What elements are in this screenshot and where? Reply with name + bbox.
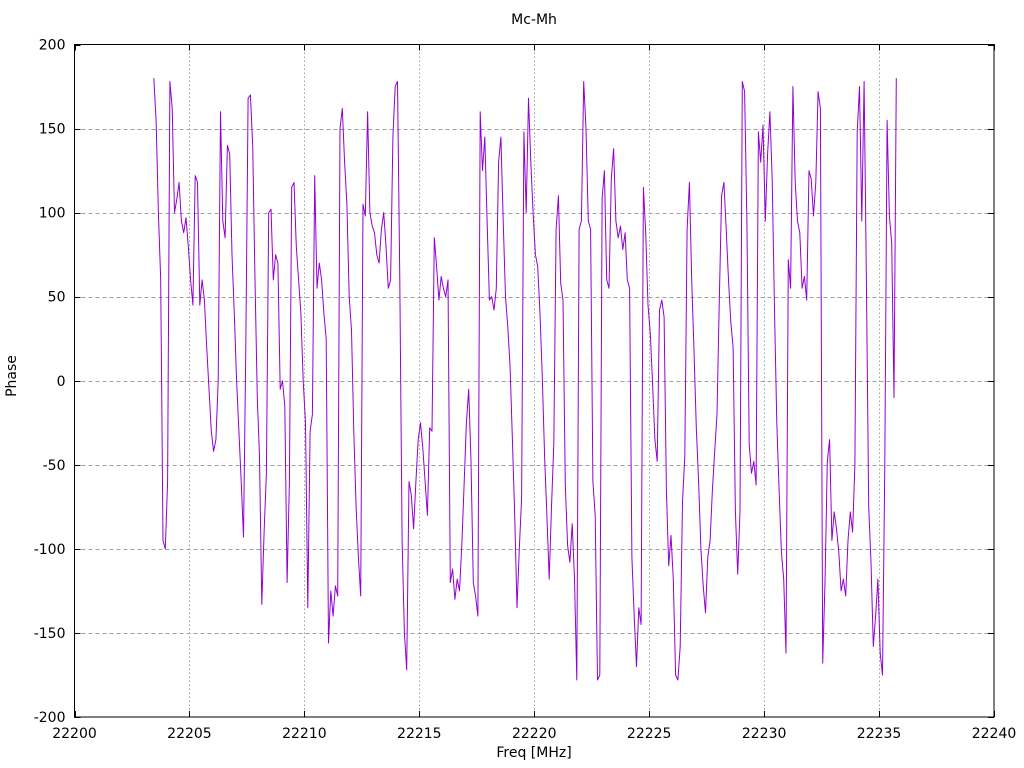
- y-tick-label: 100: [39, 206, 66, 222]
- x-axis-label: Freq [MHz]: [496, 745, 571, 761]
- x-tick-label: 22205: [167, 726, 212, 742]
- chart-title: Mc-Mh: [511, 12, 557, 28]
- y-tick-label: -100: [34, 542, 66, 558]
- tick-labels: 22200 22205 22210 22215 22220 22225 22230 22235…: [34, 38, 1017, 743]
- x-tick-label: 22215: [397, 726, 442, 742]
- y-tick-label: -50: [43, 458, 66, 474]
- grid-lines: [74, 44, 994, 717]
- x-tick-label: 22230: [742, 726, 787, 742]
- x-tick-label: 22240: [972, 726, 1017, 742]
- x-tick-label: 22235: [857, 726, 902, 742]
- x-tick-label: 22210: [282, 726, 327, 742]
- x-tick-label: 22200: [52, 726, 97, 742]
- x-tick-label: 22220: [512, 726, 557, 742]
- y-axis-label: Phase: [4, 355, 20, 397]
- y-tick-label: 50: [48, 290, 66, 306]
- y-tick-label: -200: [34, 710, 66, 726]
- y-tick-label: -150: [34, 626, 66, 642]
- y-tick-label: 0: [57, 374, 66, 390]
- y-tick-label: 200: [39, 38, 66, 54]
- x-tick-label: 22225: [627, 726, 672, 742]
- axes-and-ticks: [74, 44, 995, 718]
- y-tick-label: 150: [39, 122, 66, 138]
- phase-trace: [153, 78, 897, 681]
- series-line-phase: [153, 78, 897, 681]
